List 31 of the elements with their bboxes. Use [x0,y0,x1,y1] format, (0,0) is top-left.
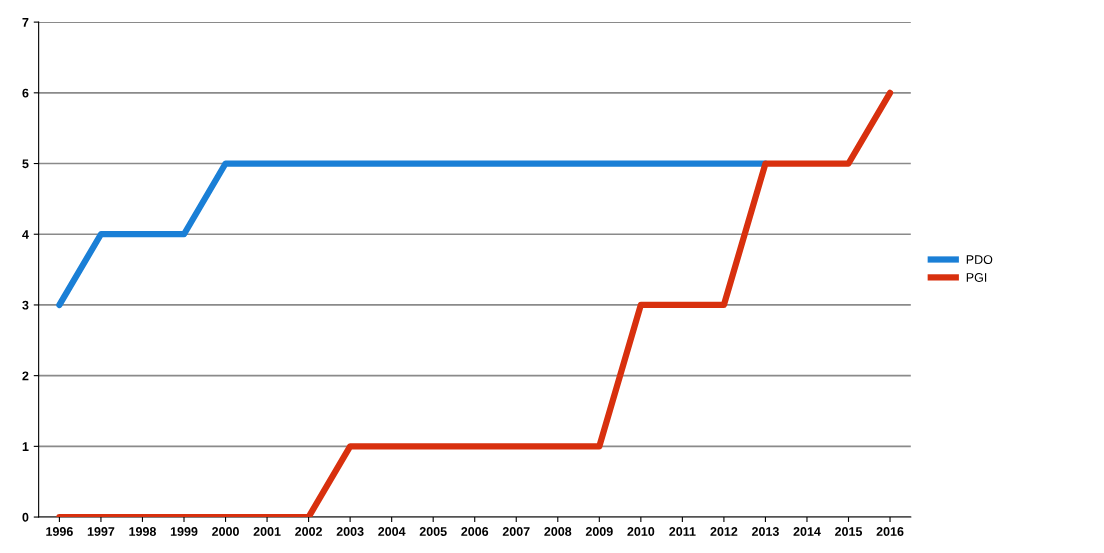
x-tick-label: 2014 [793,527,821,536]
x-tick-label: 2011 [669,527,696,536]
x-tick-label: 2005 [419,527,447,536]
x-tick-label: 1999 [170,527,198,536]
x-tick-label: 2009 [585,527,613,536]
legend-label: PDO [966,255,993,264]
x-tick-label: 2008 [544,527,572,536]
y-tick-label: 0 [22,512,29,522]
legend-label: PGI [966,273,987,282]
x-tick-label: 2016 [876,527,904,536]
x-tick-label: 2007 [502,527,530,536]
x-tick-label: 1998 [129,527,156,536]
y-tick-label: 6 [22,88,29,98]
y-tick-label: 4 [22,230,29,239]
y-tick-label: 2 [22,371,29,381]
x-tick-label: 2003 [336,527,364,536]
x-tick-label: 2010 [627,527,655,536]
x-tick-label: 2004 [378,527,406,536]
x-tick-label: 1996 [46,527,73,536]
y-tick-label: 7 [22,18,29,27]
x-tick-label: 2013 [751,527,779,536]
x-tick-label: 2002 [295,527,322,536]
x-tick-label: 2001 [253,527,281,536]
x-tick-label: 2006 [461,527,489,536]
y-tick-label: 3 [22,300,29,310]
y-tick-label: 1 [22,442,29,451]
x-tick-label: 2000 [212,527,239,536]
x-tick-label: 2012 [710,527,738,536]
x-tick-label: 1997 [87,527,115,536]
y-tick-label: 5 [22,159,29,169]
x-tick-label: 2015 [835,527,863,536]
